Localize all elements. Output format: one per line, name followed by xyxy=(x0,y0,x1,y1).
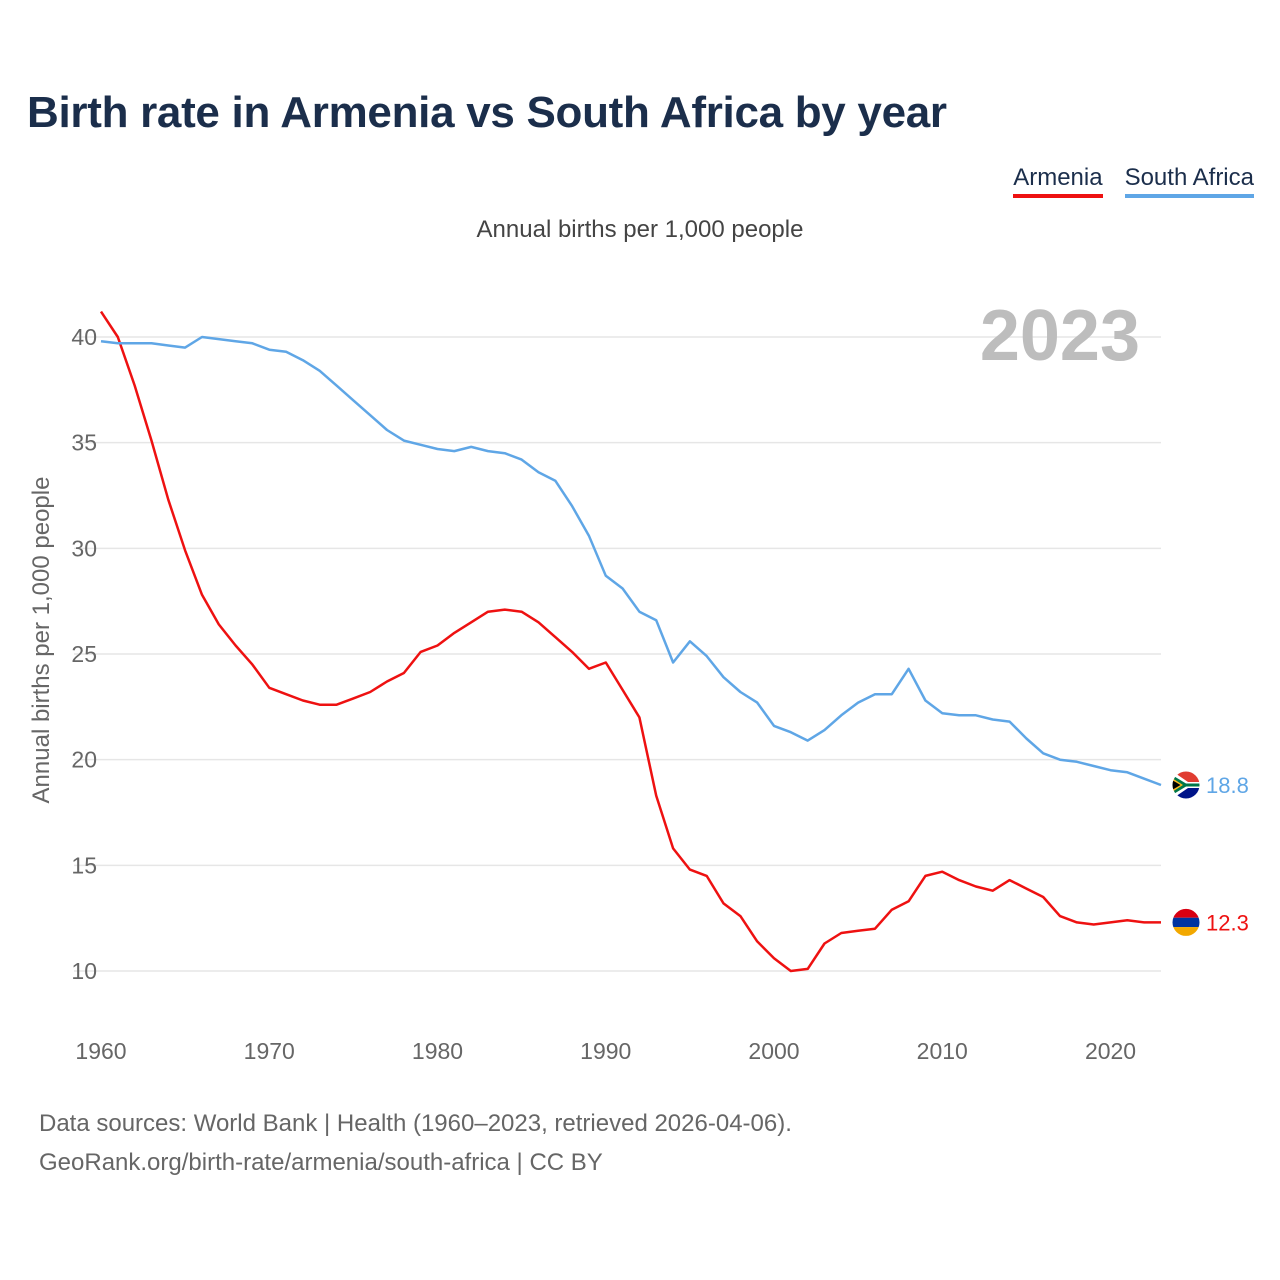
x-tick-label: 1960 xyxy=(75,1038,126,1064)
x-tick-label: 2010 xyxy=(917,1038,968,1064)
x-tick-label: 1970 xyxy=(244,1038,295,1064)
series-line-armenia[interactable] xyxy=(99,310,1161,973)
grid xyxy=(74,336,1161,972)
y-tick-label: 10 xyxy=(71,958,97,984)
y-tick-label: 25 xyxy=(71,641,97,667)
legend-item-south-africa[interactable]: South Africa xyxy=(1124,164,1254,198)
chart-title: Birth rate in Armenia vs South Africa by… xyxy=(27,88,947,137)
x-tick-label: 1990 xyxy=(580,1038,631,1064)
y-tick-label: 40 xyxy=(71,324,97,350)
series-line-south-africa[interactable] xyxy=(100,335,1162,787)
legend-item-armenia[interactable]: Armenia xyxy=(1013,164,1103,198)
year-display: 2023 xyxy=(980,296,1140,376)
end-value-label: 18.8 xyxy=(1206,773,1249,798)
x-tick-label: 1980 xyxy=(412,1038,463,1064)
south-africa-flag-icon xyxy=(1171,770,1201,800)
end-markers: 12.3 18.8 xyxy=(1171,770,1249,937)
armenia-flag-icon xyxy=(1171,907,1201,937)
y-tick-label: 30 xyxy=(71,535,97,561)
series xyxy=(99,310,1162,973)
y-tick-label: 35 xyxy=(71,430,97,456)
y-tick-label: 15 xyxy=(71,852,97,878)
x-tick-label: 2000 xyxy=(748,1038,799,1064)
end-value-label: 12.3 xyxy=(1206,910,1249,935)
axes: 10 15 20 25 30 35 40 1960 1970 1980 1990 2000 2010 20… xyxy=(71,324,1136,1064)
legend: Armenia South Africa xyxy=(1013,164,1254,198)
footer: Data sources: World Bank | Health (1960–… xyxy=(39,1104,792,1182)
footer-sources: Data sources: World Bank | Health (1960–… xyxy=(39,1110,792,1137)
chart-subtitle: Annual births per 1,000 people xyxy=(476,216,804,243)
x-tick-label: 2020 xyxy=(1085,1038,1136,1064)
footer-link[interactable]: GeoRank.org/birth-rate/armenia/south-afr… xyxy=(39,1149,603,1176)
y-tick-label: 20 xyxy=(71,747,97,773)
